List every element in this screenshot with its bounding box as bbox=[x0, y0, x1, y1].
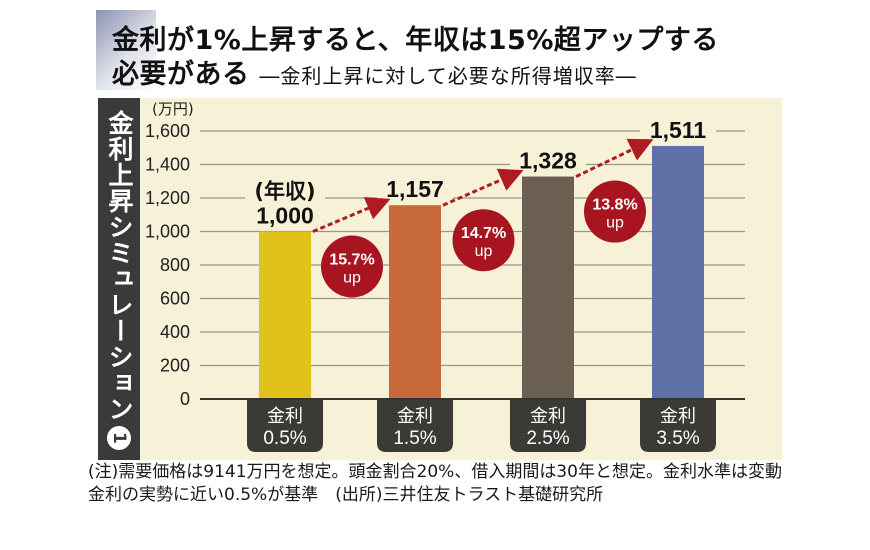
title-line-1: 金利が1%上昇すると、年収は15%超アップする bbox=[112, 25, 719, 56]
y-tick-label: 1,600 bbox=[145, 121, 190, 141]
y-tick-label: 1,400 bbox=[145, 155, 190, 175]
category-label-line1: 金利 bbox=[530, 406, 566, 427]
category-label-box bbox=[510, 400, 586, 452]
y-tick-label: 1,000 bbox=[145, 222, 190, 242]
increase-arrow bbox=[575, 138, 654, 178]
bar bbox=[259, 231, 311, 399]
value-label-background bbox=[247, 201, 323, 226]
category-label-line1: 金利 bbox=[397, 406, 433, 427]
bar bbox=[522, 176, 574, 399]
y-tick-label: 200 bbox=[160, 356, 190, 376]
value-label: 1,000 bbox=[256, 203, 314, 229]
title-line-2-main: 必要がある bbox=[112, 59, 250, 90]
first-bar-caption: (年収) bbox=[254, 180, 315, 204]
y-tick-label: 0 bbox=[180, 389, 190, 409]
value-label: 1,511 bbox=[650, 117, 706, 143]
value-label-background bbox=[377, 175, 453, 200]
side-label-text: 金利上昇シミュレーション bbox=[105, 110, 134, 422]
increase-arrow bbox=[442, 168, 524, 207]
footnote: (注)需要価格は9141万円を想定。頭金割合20%、借入期間は30年と想定。金利… bbox=[88, 462, 782, 505]
increase-arrow bbox=[312, 197, 391, 233]
caption-background bbox=[245, 176, 325, 203]
title-line-2: 必要がある ―金利上昇に対して必要な所得増収率― bbox=[112, 58, 719, 93]
category-label-box bbox=[640, 400, 716, 452]
increase-badge-percent: 15.7% bbox=[329, 252, 374, 269]
category-label-box bbox=[377, 400, 453, 452]
category-label-line2: 1.5% bbox=[393, 428, 436, 449]
increase-badge-word: up bbox=[475, 243, 493, 260]
increase-badge bbox=[452, 209, 515, 272]
side-label-number: 1 bbox=[107, 426, 131, 450]
chart-title: 金利が1%上昇すると、年収は15%超アップする 必要がある ―金利上昇に対して必… bbox=[112, 24, 719, 93]
bar bbox=[389, 205, 441, 399]
category-label-line2: 0.5% bbox=[263, 428, 306, 449]
y-axis-unit-label: (万円) bbox=[152, 100, 194, 118]
increase-badge bbox=[321, 235, 383, 298]
title-accent-decoration bbox=[96, 10, 156, 90]
y-tick-label: 400 bbox=[160, 322, 190, 342]
increase-badge-percent: 13.8% bbox=[592, 197, 637, 214]
category-label-line2: 3.5% bbox=[656, 428, 699, 449]
side-label-bar: 金利上昇シミュレーション 1 bbox=[98, 98, 140, 460]
bar bbox=[652, 145, 704, 399]
y-tick-label: 1,200 bbox=[145, 188, 190, 208]
value-label-background bbox=[510, 146, 586, 171]
increase-badge-percent: 14.7% bbox=[461, 225, 506, 242]
increase-badge-word: up bbox=[606, 215, 624, 232]
increase-badge-word: up bbox=[343, 270, 361, 287]
value-label: 1,157 bbox=[386, 176, 444, 202]
y-tick-label: 600 bbox=[160, 289, 190, 309]
category-label-line2: 2.5% bbox=[526, 428, 569, 449]
category-label-line1: 金利 bbox=[660, 406, 696, 427]
increase-badge bbox=[584, 180, 646, 243]
title-subtitle: ―金利上昇に対して必要な所得増収率― bbox=[259, 64, 637, 88]
category-label-line1: 金利 bbox=[267, 406, 303, 427]
value-label-background bbox=[640, 115, 716, 140]
category-label-box bbox=[247, 400, 323, 452]
value-label: 1,328 bbox=[519, 148, 577, 174]
y-tick-label: 800 bbox=[160, 255, 190, 275]
